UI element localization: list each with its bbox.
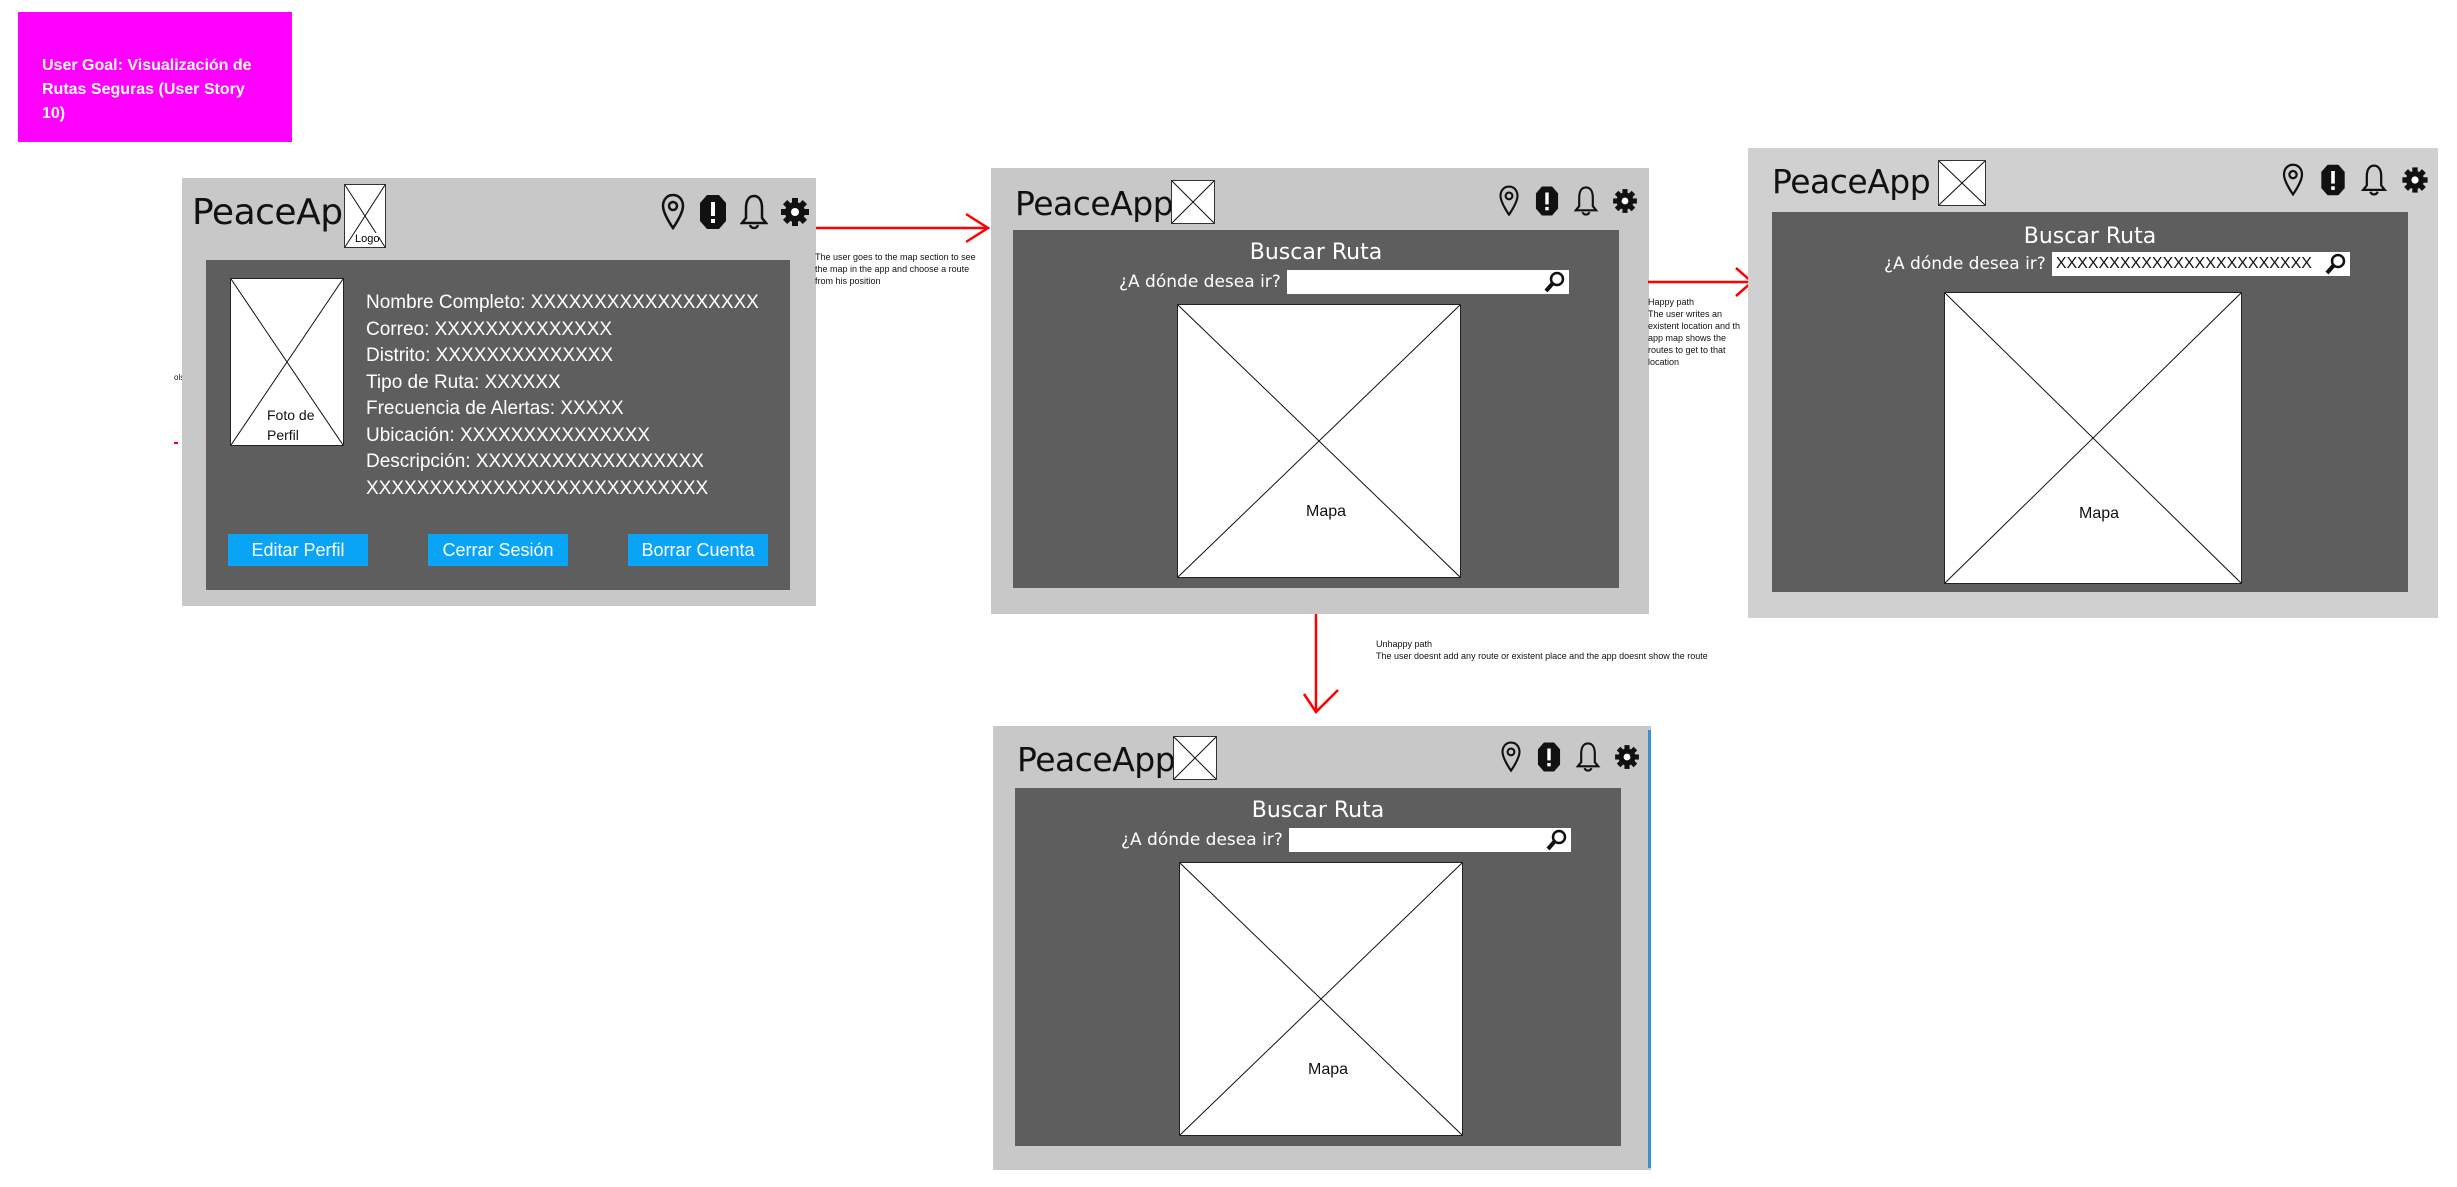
search-title: Buscar Ruta (1249, 240, 1383, 265)
search-icon[interactable] (2324, 252, 2348, 281)
flow-arrow-happy-path (1648, 267, 1754, 297)
note-main-flow: The user goes to the map section to see … (815, 251, 976, 287)
logout-button[interactable]: Cerrar Sesión (428, 534, 568, 566)
note-unhappy-path: Unhappy path The user doesnt add any rou… (1376, 638, 1708, 662)
photo-label: Foto de Perfil (267, 405, 315, 445)
goal-line-2: Rutas Seguras (User Story 10) (42, 81, 245, 122)
search-label: ¿A dónde desea ir? (1119, 272, 1281, 292)
search-panel: Buscar Ruta ¿A dónde desea ir? Mapa (1015, 788, 1621, 1146)
search-row: ¿A dónde desea ir? (1121, 828, 1571, 852)
bell-icon[interactable] (1575, 740, 1601, 779)
note-unhappy-line-2: The user doesnt add any route or existen… (1376, 651, 1708, 661)
field-tipo-ruta: Tipo de Ruta: XXXXXX (366, 371, 561, 393)
field-descripcion: Descripción: XXXXXXXXXXXXXXXXXX (366, 451, 704, 472)
field-nombre: Nombre Completo: XXXXXXXXXXXXXXXXXX (366, 292, 759, 313)
search-panel: Buscar Ruta ¿A dónde desea ir? Mapa (1013, 230, 1619, 588)
search-result-screen: PeaceApp Buscar Ruta ¿A dónde desea ir? … (1748, 148, 2438, 618)
profile-photo: Foto de Perfil (230, 278, 344, 446)
map-label: Mapa (1308, 1061, 1349, 1079)
bell-icon[interactable] (2360, 162, 2388, 203)
search-screen: PeaceApp Buscar Ruta ¿A dónde desea ir? … (991, 168, 1649, 614)
note-happy-line-4: app map shows the (1648, 333, 1727, 343)
note-main-line-1: The user goes to the map section to see (815, 252, 976, 262)
note-main-line-2: the map in the app and choose a route (815, 264, 970, 274)
delete-account-button[interactable]: Borrar Cuenta (628, 534, 768, 566)
gear-icon[interactable] (2400, 162, 2430, 203)
stray-mark (174, 442, 178, 444)
goal-line-1: User Goal: Visualización de (42, 57, 252, 74)
flow-arrow-profile-to-search (816, 212, 991, 244)
gear-icon[interactable] (1613, 740, 1641, 779)
app-title: PeaceApp (192, 192, 365, 233)
logo-placeholder (1938, 160, 1986, 206)
search-unhappy-screen: PeaceApp Buscar Ruta ¿A dónde desea ir? … (993, 726, 1651, 1170)
map-placeholder[interactable]: Mapa (1179, 862, 1463, 1136)
logo-placeholder (1173, 736, 1217, 780)
logo-placeholder (1171, 180, 1215, 224)
field-frecuencia: Frecuencia de Alertas: XXXXX (366, 398, 624, 419)
field-descripcion-cont: XXXXXXXXXXXXXXXXXXXXXXXXXXX (366, 477, 709, 499)
alert-icon[interactable] (698, 192, 728, 237)
profile-screen: PeaceApp Logo Foto de Perfil Nombre Comp… (182, 178, 816, 606)
photo-label-line-1: Foto de (267, 407, 315, 423)
search-input[interactable] (1286, 270, 1569, 294)
gear-icon[interactable] (1611, 184, 1639, 223)
note-main-line-3: from his position (815, 276, 881, 286)
note-happy-path: Happy path The user writes an existent l… (1648, 296, 1740, 368)
profile-panel: Foto de Perfil Nombre Completo: XXXXXXXX… (206, 260, 790, 590)
bell-icon[interactable] (1573, 184, 1599, 223)
location-pin-icon[interactable] (2280, 162, 2306, 203)
stray-text: ols (174, 373, 185, 382)
edit-profile-button[interactable]: Editar Perfil (228, 534, 368, 566)
photo-label-line-2: Perfil (267, 427, 299, 443)
field-ubicacion: Ubicación: XXXXXXXXXXXXXXX (366, 424, 651, 446)
toolbar-icons (2268, 162, 2430, 203)
note-happy-line-1: Happy path (1648, 297, 1695, 307)
search-label: ¿A dónde desea ir? (1121, 830, 1283, 850)
note-happy-line-2: The user writes an (1648, 309, 1723, 319)
note-unhappy-line-1: Unhappy path (1376, 639, 1433, 649)
bell-icon[interactable] (739, 192, 769, 237)
toolbar-icons (648, 192, 810, 237)
toolbar-icons (1485, 184, 1639, 223)
alert-icon[interactable] (1535, 740, 1563, 779)
flow-arrow-unhappy-path (1302, 614, 1339, 714)
field-correo: Correo: XXXXXXXXXXXXXX (366, 318, 613, 340)
search-title: Buscar Ruta (1251, 798, 1385, 823)
search-label: ¿A dónde desea ir? (1884, 254, 2046, 274)
map-label: Mapa (2079, 505, 2120, 523)
note-happy-line-6: location (1648, 357, 1680, 367)
search-row: ¿A dónde desea ir? XXXXXXXXXXXXXXXXXXXXX… (1884, 252, 2350, 276)
user-goal-box: User Goal: Visualización de Rutas Segura… (18, 12, 292, 142)
profile-fields: Nombre Completo: XXXXXXXXXXXXXXXXXX Corr… (366, 290, 759, 502)
gear-icon[interactable] (780, 192, 810, 237)
search-title: Buscar Ruta (2023, 224, 2157, 249)
search-icon[interactable] (1543, 270, 1567, 302)
search-panel: Buscar Ruta ¿A dónde desea ir? XXXXXXXXX… (1772, 212, 2408, 592)
selection-edge (1648, 730, 1651, 1168)
toolbar-icons (1487, 740, 1641, 779)
alert-icon[interactable] (2318, 162, 2348, 203)
alert-icon[interactable] (1533, 184, 1561, 223)
location-pin-icon[interactable] (660, 192, 686, 237)
app-title: PeaceApp (1017, 740, 1176, 779)
app-title: PeaceApp (1015, 184, 1174, 223)
search-row: ¿A dónde desea ir? (1119, 270, 1569, 294)
logo-placeholder: Logo (344, 184, 386, 248)
search-input[interactable]: XXXXXXXXXXXXXXXXXXXXXXXX (2051, 252, 2350, 276)
map-placeholder[interactable]: Mapa (1177, 304, 1461, 578)
field-distrito: Distrito: XXXXXXXXXXXXXX (366, 345, 614, 366)
app-title: PeaceApp (1772, 162, 1931, 201)
location-pin-icon[interactable] (1499, 740, 1523, 779)
search-input[interactable] (1288, 828, 1571, 852)
logo-label: Logo (355, 233, 380, 245)
note-happy-line-3: existent location and th (1648, 321, 1741, 331)
map-placeholder[interactable]: Mapa (1944, 292, 2242, 584)
location-pin-icon[interactable] (1497, 184, 1521, 223)
search-icon[interactable] (1545, 828, 1569, 860)
note-happy-line-5: routes to get to that (1648, 345, 1726, 355)
map-label: Mapa (1306, 503, 1347, 521)
